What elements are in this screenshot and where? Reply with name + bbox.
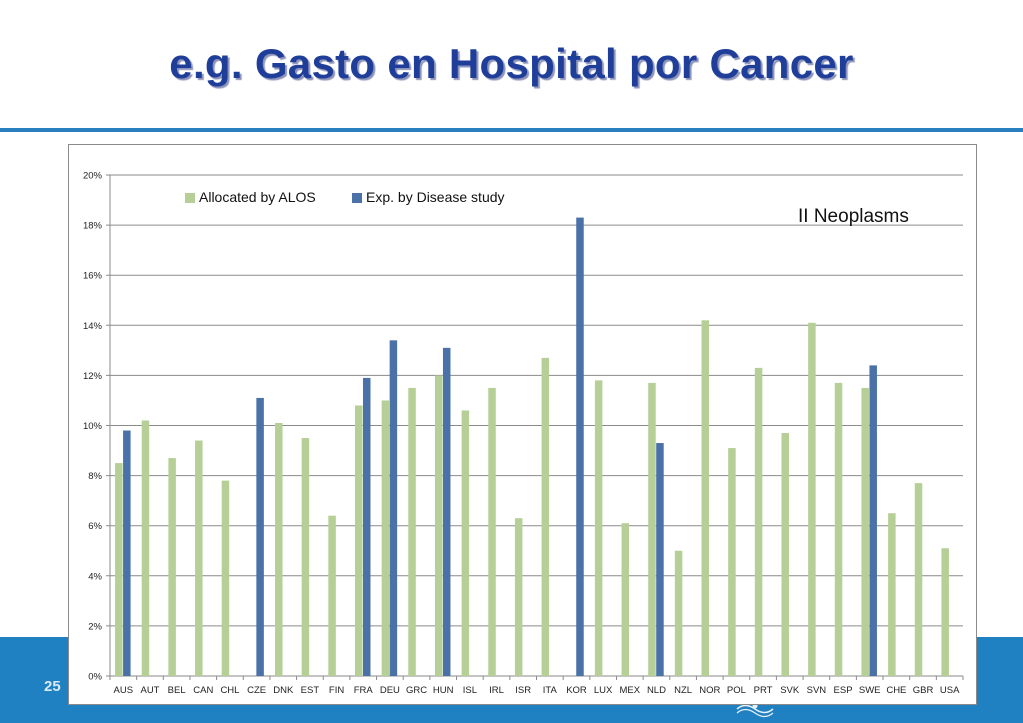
x-tick-label: MEX [620,685,641,696]
bar-allocated-alos-deu [381,400,390,676]
y-tick-label: 8% [88,471,102,482]
bars [115,217,949,676]
bar-exp-disease-hun [442,347,451,676]
y-tick-label: 20% [83,171,103,182]
page-number: 25 [44,678,61,695]
x-tick-label: POL [727,685,746,696]
x-tick-label: SVN [807,685,827,696]
bar-allocated-alos-svk [781,433,789,676]
bar-allocated-alos-ita [541,357,550,676]
chart-annotation: II Neoplasms [798,206,909,227]
title-divider [0,128,1023,132]
chart-frame: 0% 2% 4% 6% 8% 10% 12% 14% 16% 18% 20% AUS AUT BEL CA… [68,144,977,705]
x-tick-label: AUS [114,685,134,696]
bar-allocated-alos-chl [221,480,230,676]
x-tick-label: FIN [329,685,344,696]
bar-allocated-alos-che [888,513,896,676]
bar-allocated-alos-nzl [674,550,683,676]
bar-chart: 0% 2% 4% 6% 8% 10% 12% 14% 16% 18% 20% AUS AUT BEL CA… [83,171,964,696]
bar-allocated-alos-nor [701,320,710,676]
x-tick-label: CHE [886,685,906,696]
x-tick-label: USA [940,685,960,696]
bar-allocated-alos-bel [168,458,176,676]
bar-allocated-alos-swe [861,387,869,676]
y-tick-label: 4% [88,571,102,582]
legend-swatch [185,193,195,203]
bar-allocated-alos-aut [141,420,150,676]
legend-label: Exp. by Disease study [366,189,505,205]
bar-allocated-alos-usa [941,548,949,676]
slide-title: e.g. Gasto en Hospital por Cancer [169,40,854,87]
x-tick-label: SWE [859,685,881,696]
bar-allocated-alos-isl [461,410,470,676]
x-tick-label: EST [301,685,320,696]
y-tick-label: 14% [83,321,103,332]
x-tick-label: GBR [913,685,934,696]
bar-allocated-alos-mex [621,523,630,676]
bar-allocated-alos-gbr [914,483,923,676]
y-tick-label: 2% [88,621,102,632]
x-tick-label: PRT [754,685,773,696]
x-tick-label: BEL [168,685,186,696]
bar-exp-disease-nld [656,443,664,676]
bar-allocated-alos-dnk [275,422,283,676]
bar-exp-disease-aus [123,430,131,676]
x-tick-label: ESP [834,685,853,696]
x-tick-label: DEU [380,685,400,696]
x-tick-label: DNK [273,685,294,696]
x-tick-label: HUN [433,685,454,696]
x-tick-label: SVK [780,685,800,696]
bar-allocated-alos-est [301,438,310,676]
y-tick-label: 12% [83,371,103,382]
bar-allocated-alos-esp [834,382,843,676]
bar-allocated-alos-nld [648,382,656,676]
bar-allocated-alos-fra [354,405,363,676]
bar-allocated-alos-fin [328,515,336,676]
bar-allocated-alos-grc [408,387,416,676]
bar-exp-disease-kor [576,217,584,676]
y-axis-ticks: 0% 2% 4% 6% 8% 10% 12% 14% 16% 18% 20% [83,171,103,683]
bar-allocated-alos-pol [728,448,736,676]
y-tick-label: 16% [83,271,103,282]
x-tick-label: ISR [515,685,531,696]
x-tick-label: AUT [140,685,159,696]
x-tick-label: KOR [566,685,587,696]
bar-exp-disease-fra [362,377,371,676]
y-tick-label: 18% [83,221,103,232]
gridlines [106,174,963,677]
x-tick-label: CZE [247,685,266,696]
bar-allocated-alos-can [195,440,203,676]
x-tick-label: NZL [674,685,692,696]
bar-allocated-alos-irl [488,387,496,676]
x-tick-label: CHL [220,685,239,696]
bar-allocated-alos-prt [754,367,763,676]
x-tick-label: FRA [354,685,374,696]
legend: Allocated by ALOS Exp. by Disease study [185,189,505,205]
bar-allocated-alos-aus [115,463,123,676]
x-tick-label: ISL [463,685,477,696]
bar-exp-disease-swe [869,365,877,676]
y-tick-label: 6% [88,521,102,532]
bar-allocated-alos-isr [514,518,523,676]
x-tick-label: NLD [647,685,666,696]
x-axis-ticks: AUS AUT BEL CAN CHL CZE DNK EST FIN FRA DEU GRC HUN I… [109,676,964,696]
bar-allocated-alos-svn [808,322,816,676]
legend-swatch [352,193,362,203]
x-tick-label: CAN [193,685,213,696]
x-tick-label: ITA [543,685,558,696]
y-tick-label: 10% [83,421,103,432]
x-tick-label: IRL [489,685,504,696]
bar-exp-disease-cze [256,397,264,676]
bar-allocated-alos-lux [594,380,603,676]
x-tick-label: NOR [699,685,720,696]
legend-label: Allocated by ALOS [199,189,316,205]
x-tick-label: GRC [406,685,427,696]
bar-allocated-alos-hun [434,375,443,676]
x-tick-label: LUX [594,685,613,696]
y-tick-label: 0% [88,672,102,683]
bar-exp-disease-deu [389,340,398,676]
